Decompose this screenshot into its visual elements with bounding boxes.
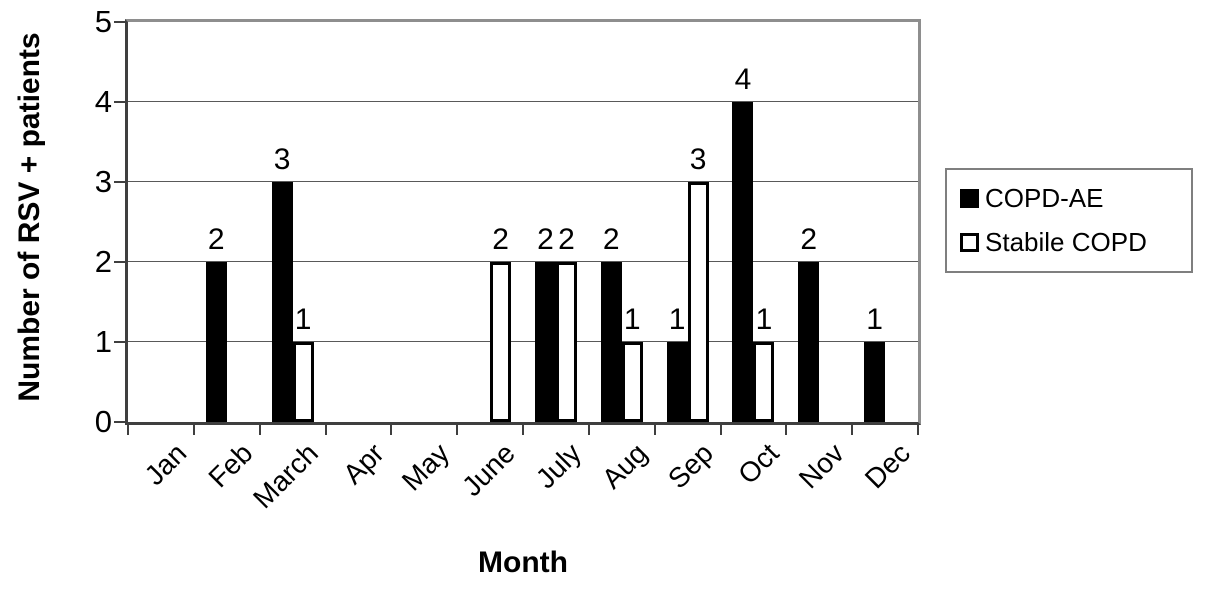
x-axis-tick	[719, 425, 722, 435]
x-tick-label: Jan	[138, 437, 193, 492]
bar	[666, 342, 688, 422]
bar-value-label: 2	[207, 223, 225, 256]
gridline	[128, 341, 918, 342]
bar-value-label: 1	[294, 303, 312, 336]
legend-item-copd-ae: COPD-AE	[960, 183, 1191, 214]
y-tick-label: 4	[94, 84, 112, 119]
legend-label-stabile-copd: Stabile COPD	[985, 227, 1147, 257]
stabile-copd-swatch-icon	[960, 233, 979, 252]
bar	[490, 262, 512, 422]
x-tick-label: Oct	[731, 437, 785, 491]
y-axis-tick	[114, 341, 125, 343]
x-axis-tick	[390, 425, 393, 435]
bar	[732, 102, 754, 422]
bar-value-label: 2	[602, 223, 620, 256]
x-axis-tick	[127, 425, 129, 435]
x-tick-label: Feb	[201, 437, 258, 494]
x-axis-tick	[324, 425, 327, 435]
y-tick-label: 2	[94, 244, 112, 279]
y-axis-tick	[114, 21, 125, 23]
x-axis-tick	[785, 425, 788, 435]
gridline	[128, 101, 918, 102]
y-tick-label: 3	[94, 164, 112, 199]
x-tick-label: July	[530, 437, 588, 495]
bar-value-label: 2	[537, 223, 554, 256]
y-axis-tick	[114, 421, 125, 423]
x-axis-tick	[192, 425, 195, 435]
y-axis-tick	[114, 101, 125, 103]
bar-value-label: 1	[668, 303, 686, 336]
legend: COPD-AE Stabile COPD	[945, 168, 1193, 273]
bar-value-label: 3	[689, 143, 707, 176]
bar	[534, 262, 556, 422]
gridline	[128, 261, 918, 262]
y-axis-tick	[114, 181, 125, 183]
bar-value-label: 2	[558, 223, 575, 256]
y-axis-tick	[114, 261, 125, 263]
copd-ae-swatch-icon	[960, 189, 979, 208]
bar	[205, 262, 227, 422]
bar	[687, 182, 709, 422]
y-tick-label: 5	[94, 4, 112, 39]
bar	[600, 262, 622, 422]
x-tick-label: Apr	[336, 437, 390, 491]
y-tick-label: 1	[94, 324, 112, 359]
x-tick-label: Dec	[859, 437, 917, 495]
legend-item-stabile-copd: Stabile COPD	[960, 227, 1191, 258]
x-tick-label: March	[246, 437, 324, 515]
x-tick-label: Sep	[661, 437, 719, 495]
x-axis-tick	[587, 425, 590, 435]
x-axis-tick	[258, 425, 261, 435]
bar-value-label: 2	[492, 223, 509, 256]
bar-value-label: 1	[623, 303, 641, 336]
y-tick-label: 0	[94, 404, 112, 439]
bar-value-label: 3	[273, 143, 291, 176]
x-tick-label: Nov	[793, 437, 851, 495]
bar-value-label: 2	[800, 223, 818, 256]
bar-value-label: 1	[755, 303, 773, 336]
bar	[555, 262, 577, 422]
y-axis-title: Number of RSV + patients	[13, 32, 46, 402]
x-axis-title: Month	[478, 546, 568, 579]
gridline	[128, 181, 918, 182]
bar	[271, 182, 293, 422]
x-tick-label: Aug	[595, 437, 653, 495]
bar	[292, 342, 314, 422]
bar	[798, 262, 820, 422]
x-tick-label: June	[456, 437, 522, 503]
bar-value-label: 1	[866, 303, 883, 336]
bar	[864, 342, 886, 422]
x-axis-tick	[851, 425, 854, 435]
x-axis-tick	[456, 425, 459, 435]
bar	[753, 342, 775, 422]
x-axis-tick	[917, 425, 919, 435]
x-tick-label: May	[396, 437, 456, 497]
legend-label-copd-ae: COPD-AE	[985, 183, 1104, 213]
bar	[621, 342, 643, 422]
bar-value-label: 4	[734, 63, 752, 96]
x-axis-tick	[522, 425, 524, 435]
x-axis-tick	[653, 425, 656, 435]
